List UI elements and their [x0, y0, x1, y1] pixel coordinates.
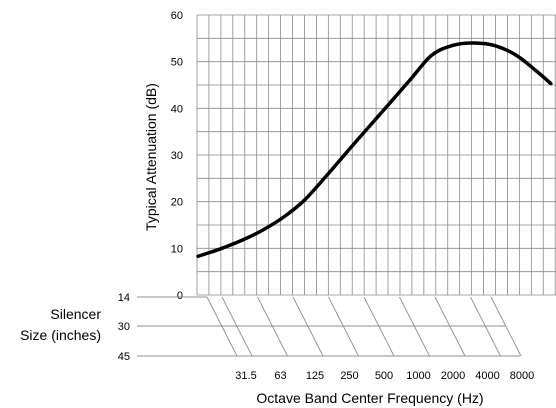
x-tick-label: 250 [340, 370, 358, 382]
size-diagonal [490, 296, 522, 357]
x-axis-title: Octave Band Center Frequency (Hz) [256, 390, 483, 406]
x-tick-label: 1000 [406, 370, 430, 382]
x-tick-label: 125 [306, 370, 324, 382]
size-diagonal [363, 296, 395, 357]
x-tick-label: 2000 [441, 370, 465, 382]
x-tick-label: 4000 [475, 370, 499, 382]
y-tick-label: 40 [171, 103, 183, 115]
silencer-size-row-label: 14 [118, 292, 130, 304]
x-axis-ticks: 31.5 63 125 250 500 1000 2000 4000 8000 [235, 370, 534, 382]
silencer-size-table: 14 30 45 [118, 292, 522, 363]
silencer-size-title-line1: Silencer [50, 306, 101, 322]
silencer-size-title-line2: Size (inches) [20, 327, 101, 343]
chart-grid [196, 14, 556, 296]
size-diagonal [257, 296, 288, 357]
silencer-size-row-label: 30 [118, 321, 130, 333]
x-tick-label: 31.5 [235, 370, 256, 382]
y-tick-label: 30 [171, 150, 183, 162]
size-diagonal [434, 296, 466, 357]
size-diagonal [328, 296, 359, 357]
x-tick-label: 63 [274, 370, 286, 382]
size-diagonal [221, 296, 253, 357]
y-tick-label: 20 [171, 197, 183, 209]
y-tick-label: 10 [171, 243, 183, 255]
y-tick-label: 50 [171, 57, 183, 69]
size-diagonal [206, 296, 238, 357]
y-tick-label: 0 [177, 290, 183, 302]
size-diagonal [399, 296, 430, 357]
x-tick-label: 8000 [510, 370, 534, 382]
y-tick-label: 60 [171, 10, 183, 22]
size-diagonal [470, 296, 501, 357]
y-axis-ticks: 0 10 20 30 40 50 60 [171, 10, 183, 302]
silencer-size-row-label: 45 [118, 351, 130, 363]
size-diagonal [292, 296, 324, 357]
attenuation-curve [196, 41, 553, 259]
y-axis-title: Typical Attenuation (dB) [143, 83, 159, 231]
x-tick-label: 500 [375, 370, 393, 382]
